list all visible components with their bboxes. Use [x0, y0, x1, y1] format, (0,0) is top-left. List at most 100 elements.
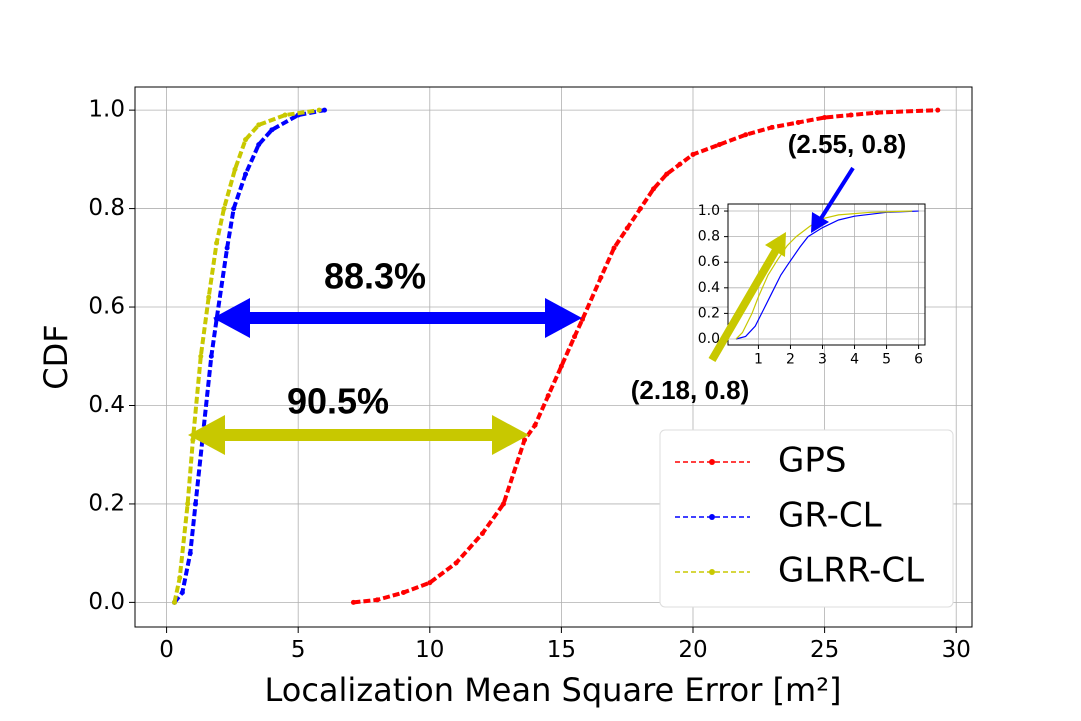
y-tick-label: 1.0: [698, 203, 720, 219]
marker: [677, 161, 683, 167]
marker: [198, 353, 204, 359]
y-tick-label: 0.8: [698, 229, 720, 245]
x-tick-label: 5: [882, 352, 891, 368]
legend-marker: [709, 514, 715, 520]
marker: [522, 437, 528, 443]
y-axis-label: CDF: [37, 324, 75, 389]
series-line: [735, 210, 913, 340]
y-tick-label: 0.6: [88, 294, 125, 320]
marker: [795, 119, 801, 125]
marker: [532, 422, 538, 428]
marker: [848, 112, 854, 118]
annotation: (2.18, 0.8): [631, 375, 750, 405]
marker: [500, 501, 506, 507]
marker: [690, 151, 696, 157]
arrow-head: [188, 415, 225, 455]
marker: [208, 353, 214, 359]
marker: [651, 186, 657, 192]
marker: [664, 171, 670, 177]
marker: [716, 142, 722, 148]
marker: [743, 132, 749, 138]
annotation: 88.3%: [324, 256, 426, 297]
legend-box: [659, 429, 954, 608]
marker: [874, 110, 880, 116]
x-axis-label: Localization Mean Square Error [m²]: [264, 671, 841, 709]
main-plot: 0 5 10 15 20 25 300.00.20.40.60.81.0Localizati…: [37, 86, 973, 709]
marker: [256, 122, 262, 128]
marker: [224, 245, 230, 251]
legend-marker: [709, 569, 715, 575]
marker: [558, 363, 564, 369]
arrow: [708, 247, 780, 363]
arrow: [818, 166, 855, 222]
marker: [479, 530, 485, 536]
y-tick-label: 0.4: [698, 280, 720, 296]
axes-frame: [727, 203, 926, 346]
marker: [322, 107, 328, 113]
x-tick-label: 4: [850, 352, 859, 368]
marker: [282, 112, 288, 118]
marker: [190, 437, 196, 443]
legend: GPS GR-CL GLRR-CL: [659, 429, 954, 608]
x-tick-label: 6: [914, 352, 923, 368]
marker: [206, 294, 212, 300]
marker: [214, 240, 220, 246]
marker: [171, 599, 177, 605]
marker: [256, 142, 262, 148]
series-line: [735, 210, 919, 340]
x-tick-label: 20: [678, 637, 707, 663]
marker: [243, 137, 249, 143]
legend-label: GPS: [778, 441, 846, 481]
marker: [179, 590, 185, 596]
marker: [935, 107, 941, 113]
legend-marker: [709, 459, 715, 465]
y-tick-label: 0.0: [88, 589, 125, 615]
y-tick-label: 0.6: [698, 254, 720, 270]
axes-frame: [134, 86, 973, 628]
x-tick-label: 30: [942, 637, 971, 663]
marker: [193, 501, 199, 507]
marker: [769, 124, 775, 130]
marker: [624, 225, 630, 231]
marker: [400, 590, 406, 596]
x-tick-label: 10: [415, 637, 444, 663]
x-tick-label: 25: [810, 637, 839, 663]
y-tick-label: 0.8: [88, 195, 125, 221]
x-tick-label: 5: [291, 637, 306, 663]
marker: [177, 575, 183, 581]
marker: [598, 275, 604, 281]
marker: [232, 166, 238, 172]
marker: [269, 127, 275, 133]
marker: [350, 599, 356, 605]
marker: [545, 393, 551, 399]
inset-arrows: [708, 166, 855, 363]
x-tick-label: 2: [786, 352, 795, 368]
y-tick-label: 0.4: [88, 392, 125, 418]
arrow-head: [765, 232, 786, 257]
x-tick-label: 1: [754, 352, 763, 368]
series-line: [172, 108, 325, 604]
y-tick-label: 0.2: [698, 305, 720, 321]
marker: [453, 560, 459, 566]
annotations: 88.3% 90.5% (2.55, 0.8) (2.18, 0.8): [188, 129, 906, 455]
arrow-head: [545, 298, 582, 338]
y-tick-label: 0.0: [698, 331, 720, 347]
arrow-head: [492, 415, 529, 455]
marker: [822, 115, 828, 121]
marker: [185, 501, 191, 507]
marker: [572, 334, 578, 340]
marker: [316, 107, 322, 113]
marker: [231, 206, 237, 212]
marker: [374, 597, 380, 603]
y-tick-label: 0.2: [88, 490, 125, 516]
annotation: 90.5%: [287, 381, 389, 422]
legend-label: GR-CL: [778, 496, 882, 536]
arrow-head: [811, 212, 829, 233]
x-tick-label: 15: [547, 637, 576, 663]
marker: [243, 171, 249, 177]
series-line: [353, 108, 938, 605]
marker: [611, 245, 617, 251]
legend-label: GLRR-CL: [778, 551, 924, 591]
x-tick-label: 3: [818, 352, 827, 368]
